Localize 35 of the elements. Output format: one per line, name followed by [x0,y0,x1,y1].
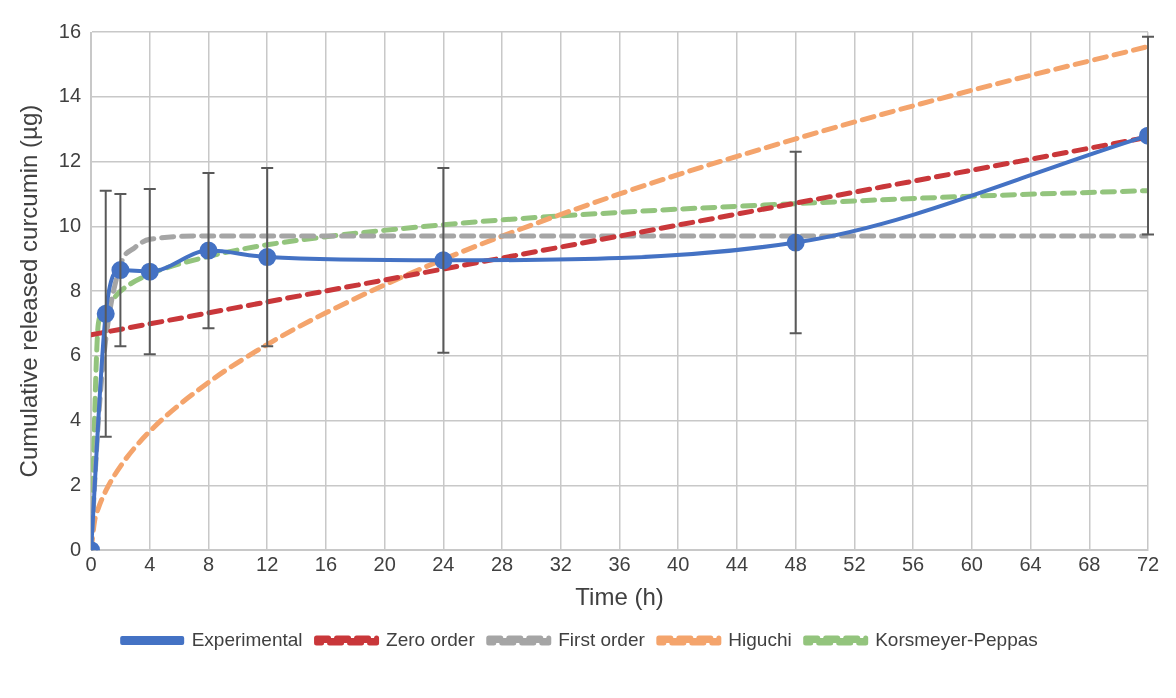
y-tick-label: 0 [69,537,82,560]
y-tick-label: 10 [58,213,82,236]
y-tick-label: 12 [58,149,82,172]
x-tick-label: 44 [725,552,749,575]
x-tick-label: 32 [549,552,572,575]
y-tick-label: 6 [69,343,82,366]
x-tick-label: 40 [667,552,690,575]
y-tick-label: 8 [69,278,82,301]
x-tick-label: 24 [432,552,455,575]
y-tick-label: 4 [69,408,82,431]
x-tick-label: 20 [373,552,396,575]
x-tick-label: 60 [960,552,983,575]
x-tick-label: 16 [314,552,338,575]
x-tick-label: 36 [608,552,631,575]
legend-label: Higuchi [728,628,792,650]
x-axis-title: Time (h) [575,583,664,611]
y-tick-label: 16 [58,19,82,42]
y-tick-label: 2 [69,472,82,495]
x-tick-label: 52 [843,552,866,575]
x-tick-label: 8 [202,552,215,575]
legend-label: Zero order [386,628,476,650]
x-tick-label: 4 [144,552,156,575]
y-tick-label: 14 [58,84,82,107]
legend-label: Korsmeyer-Peppas [875,628,1038,650]
x-tick-label: 56 [902,552,925,575]
x-tick-label: 0 [85,552,97,575]
x-tick-label: 48 [784,552,807,575]
x-tick-label: 28 [490,552,514,575]
x-tick-label: 12 [256,552,279,575]
x-tick-label: 68 [1078,552,1101,575]
legend-label: Experimental [191,628,303,650]
x-tick-label: 72 [1136,552,1160,575]
legend-label: First order [558,628,646,650]
x-tick-label: 64 [1019,552,1042,575]
y-axis-title: Cumulative released curcumin (µg) [15,104,43,478]
